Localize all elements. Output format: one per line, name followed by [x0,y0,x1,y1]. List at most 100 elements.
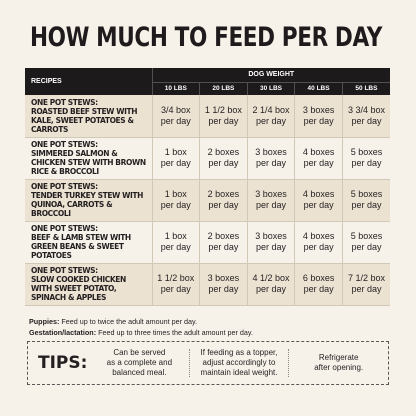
weight-header: 40 LBS [294,82,343,95]
table-row: ONE POT STEWS: SIMMERED SALMON & CHICKEN … [25,137,391,180]
amount-cell: 1 box per day [151,179,200,222]
amount-cell: 7 1/2 box per day [341,263,391,306]
amount-cell: 5 boxes per day [341,179,391,222]
amount-line: 4 boxes [302,189,335,199]
table-row: ONE POT STEWS: ROASTED BEEF STEW WITH KAL… [25,95,391,138]
table-row: ONE POT STEWS: BEEF & LAMB STEW WITH GREE… [25,221,391,264]
amount-cell: 2 boxes per day [199,179,248,222]
amount-cell: 3 boxes per day [246,179,295,222]
amount-line: 1 1/2 box [204,104,242,115]
amount-line: 5 boxes [350,147,383,157]
amount-cell: 4 boxes per day [294,221,343,264]
amount-cell: 5 boxes per day [341,137,391,180]
amount-cell: 6 boxes per day [294,263,343,306]
recipe-prefix: ONE POT STEWS: [31,182,98,191]
amount-line: 1 box [164,231,187,241]
amount-line: per day [160,242,191,252]
recipe-name-cell: ONE POT STEWS: SIMMERED SALMON & CHICKEN … [25,137,152,180]
recipe-name: BEEF & LAMB STEW WITH GREEN BEANS & SWEE… [31,233,131,260]
weight-header: 20 LBS [199,82,248,95]
amount-line: per day [255,158,286,168]
amount-line: per day [160,200,191,210]
amount-line: per day [208,242,239,252]
amount-line: per day [255,242,286,252]
tip-divider [288,349,290,377]
gestation-label: Gestation/lactation: [29,327,97,337]
amount-line: per day [160,158,191,168]
amount-cell: 2 1/4 box per day [246,95,295,138]
feeding-notes: Puppies: Feed up to twice the adult amou… [29,317,253,338]
amount-line: per day [351,200,382,210]
table-row: ONE POT STEWS: TENDER TURKEY STEW WITH QU… [25,179,391,222]
tips-label: TIPS: [38,353,88,373]
amount-line: per day [303,284,334,294]
amount-line: 3 boxes [255,231,287,241]
amount-line: 5 boxes [350,231,383,241]
recipe-name-cell: ONE POT STEWS: SLOW COOKED CHICKEN WITH S… [25,263,152,306]
tips-box: TIPS: Can be served as a complete and ba… [27,341,389,385]
recipe-prefix: ONE POT STEWS: [31,140,98,149]
recipe-name: TENDER TURKEY STEW WITH QUINOA, CARROTS … [31,191,143,218]
tip-line: adjust accordingly to [202,358,276,367]
amount-cell: 2 boxes per day [199,221,248,264]
recipe-name-cell: ONE POT STEWS: ROASTED BEEF STEW WITH KAL… [25,95,152,138]
tip-divider [188,349,190,377]
recipe-name-cell: ONE POT STEWS: TENDER TURKEY STEW WITH QU… [25,179,152,222]
tip-line: Refrigerate [318,353,359,362]
amount-line: per day [208,284,239,294]
amount-line: per day [351,284,382,294]
amount-line: per day [351,242,382,252]
amount-cell: 1 1/2 box per day [199,95,248,138]
amount-line: per day [255,200,286,210]
amount-cell: 3 boxes per day [246,137,295,180]
amount-line: per day [303,200,334,210]
weight-header: 10 LBS [151,82,200,95]
amount-line: per day [208,200,239,210]
amount-line: per day [303,242,334,252]
amount-cell: 5 boxes per day [341,221,391,264]
amount-line: 3 boxes [302,104,335,115]
recipe-name: SLOW COOKED CHICKEN WITH SWEET POTATO, S… [31,275,126,302]
amount-line: 4 boxes [302,231,335,241]
amount-line: per day [160,115,191,126]
weight-header: 30 LBS [246,82,295,95]
amount-line: per day [351,158,382,168]
amount-cell: 3 boxes per day [199,263,248,306]
tip-line: after opening. [314,363,364,372]
amount-cell: 3 boxes per day [294,95,343,138]
amount-cell: 4 boxes per day [294,179,343,222]
amount-line: 4 1/2 box [252,273,290,283]
amount-cell: 3 boxes per day [246,221,295,264]
recipe-prefix: ONE POT STEWS: [31,224,98,233]
tip-item: Refrigerate after opening. [289,353,388,373]
amount-line: per day [303,115,334,126]
page-title: HOW MUCH TO FEED PER DAY [30,22,382,53]
amount-line: 2 boxes [207,147,240,157]
feeding-table: RECIPES DOG WEIGHT 10 LBS 20 LBS 30 LBS … [25,68,391,306]
amount-line: 5 boxes [350,189,383,199]
amount-line: 1 box [164,189,187,199]
amount-line: 1 box [164,147,187,157]
recipe-name: SIMMERED SALMON & CHICKEN STEW WITH BROW… [31,149,146,176]
amount-line: per day [303,158,334,168]
recipes-header: RECIPES [25,68,152,95]
amount-line: 6 boxes [302,273,335,283]
amount-line: 3 boxes [255,189,287,199]
amount-line: 2 boxes [207,189,240,199]
gestation-text: Feed up to three times the adult amount … [98,327,253,337]
amount-line: per day [255,115,286,126]
amount-line: 3/4 box [161,104,191,115]
tip-line: as a complete and [106,358,173,367]
puppies-text: Feed up to twice the adult amount per da… [61,317,198,326]
recipe-name: ROASTED BEEF STEW WITH KALE, SWEET POTAT… [31,106,138,134]
tip-line: If feeding as a topper, [200,348,278,357]
amount-line: per day [208,158,239,168]
recipe-prefix: ONE POT STEWS: [31,97,98,107]
amount-line: per day [208,115,239,126]
amount-line: per day [255,284,286,294]
amount-cell: 4 boxes per day [294,137,343,180]
weight-header: 50 LBS [341,82,391,95]
amount-cell: 1 box per day [151,221,200,264]
amount-line: 2 boxes [207,231,240,241]
puppies-note: Puppies: Feed up to twice the adult amou… [29,317,253,328]
